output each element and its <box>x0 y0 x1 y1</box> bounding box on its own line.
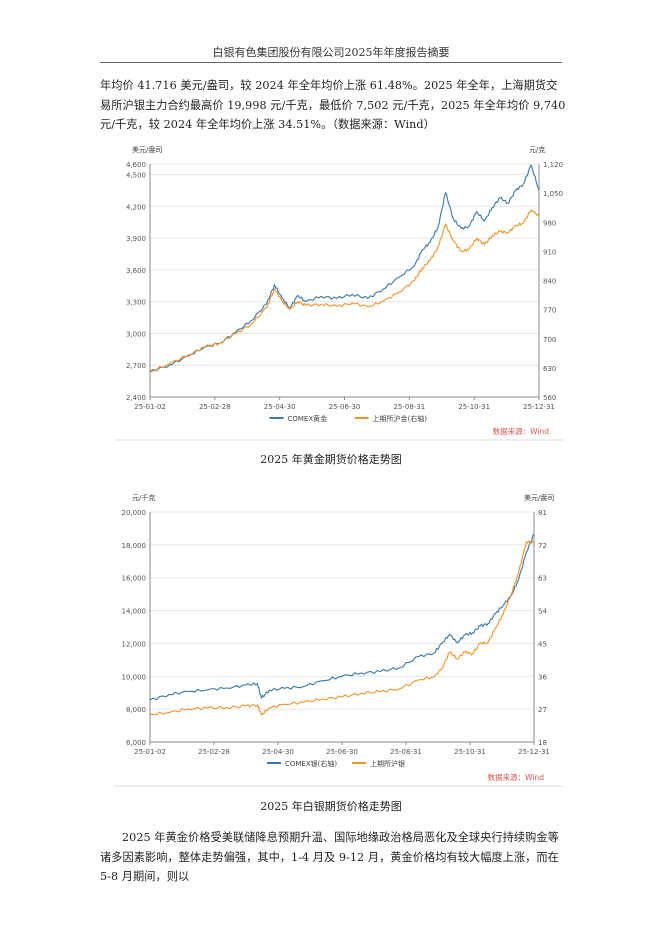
right-axis-unit: 元/克 <box>529 146 545 154</box>
left-tick-label: 6,000 <box>126 739 146 747</box>
left-tick-label: 12,000 <box>122 640 147 648</box>
right-tick-label: 1,050 <box>543 190 563 198</box>
x-tick-label: 25-06-30 <box>326 748 358 756</box>
x-tick-label: 25-08-31 <box>393 403 425 411</box>
gold-chart-caption: 2025 年黄金期货价格走势图 <box>260 453 402 466</box>
data-source-label: 数据来源：Wind <box>493 426 550 436</box>
series-line-shfe <box>149 540 535 716</box>
left-tick-label: 16,000 <box>122 575 147 583</box>
paragraph-gold-analysis: 2025 年黄金价格受美联储降息预期升温、国际地缘政治格局恶化及全球央行持续购金… <box>100 828 566 887</box>
left-tick-label: 2,400 <box>126 394 146 402</box>
x-tick-label: 25-06-30 <box>329 403 361 411</box>
report-header: 白银有色集团股份有限公司2025年年度报告摘要 <box>212 46 450 59</box>
paragraph-silver-summary: 年均价 41.716 美元/盎司，较 2024 年全年均价上涨 61.48%。2… <box>100 79 566 131</box>
right-tick-label: 770 <box>543 307 556 315</box>
right-tick-label: 980 <box>543 219 556 227</box>
legend-label: 上期所沪银 <box>370 759 405 768</box>
left-axis-unit: 美元/盎司 <box>132 145 162 154</box>
x-tick-label: 25-12-31 <box>518 748 550 756</box>
x-tick-label: 25-01-02 <box>134 748 166 756</box>
series-line-shfe <box>149 209 540 373</box>
left-axis-unit: 元/千克 <box>132 493 155 502</box>
left-tick-label: 4,600 <box>126 161 146 169</box>
right-tick-label: 45 <box>538 640 547 648</box>
legend-label: COMEX黄金 <box>288 414 328 423</box>
paragraph-gold-analysis-text: 2025 年黄金价格受美联储降息预期升温、国际地缘政治格局恶化及全球央行持续购金… <box>100 831 559 883</box>
x-tick-label: 25-10-31 <box>454 748 486 756</box>
gold-futures-chart: 4,600 4,500 4,200 3,900 3,600 3,300 3,000 2,700… <box>114 140 564 442</box>
left-tick-label: 18,000 <box>122 542 147 550</box>
right-tick-label: 840 <box>543 278 556 286</box>
right-tick-label: 910 <box>543 248 556 256</box>
left-tick-label: 20,000 <box>122 509 147 517</box>
right-tick-label: 1,120 <box>543 161 563 169</box>
x-tick-label: 25-02-28 <box>198 748 230 756</box>
silver-chart-svg: 20,000 18,000 16,000 14,000 12,000 10,000 8,00… <box>114 493 564 787</box>
legend-label: COMEX银(右轴) <box>285 759 337 768</box>
right-tick-label: 27 <box>538 706 547 714</box>
left-tick-label: 3,600 <box>126 267 146 275</box>
left-tick-label: 4,500 <box>126 172 146 180</box>
series-line-comex <box>149 164 540 373</box>
x-tick-label: 25-04-30 <box>264 403 296 411</box>
right-tick-label: 54 <box>538 608 547 616</box>
x-tick-label: 25-04-30 <box>262 748 294 756</box>
silver-chart-caption: 2025 年白银期货价格走势图 <box>260 800 402 813</box>
x-tick-label: 25-02-28 <box>199 403 231 411</box>
right-tick-label: 81 <box>538 509 547 517</box>
right-axis-unit: 美元/盎司 <box>524 493 554 502</box>
right-tick-label: 630 <box>543 365 556 373</box>
left-tick-label: 2,700 <box>126 362 146 370</box>
right-tick-label: 63 <box>538 575 547 583</box>
gold-chart-svg: 4,600 4,500 4,200 3,900 3,600 3,300 3,000 2,700… <box>114 145 564 441</box>
left-tick-label: 3,300 <box>126 299 146 307</box>
x-tick-label: 25-10-31 <box>458 403 490 411</box>
silver-futures-chart: 20,000 18,000 16,000 14,000 12,000 10,000 8,00… <box>114 490 564 790</box>
x-tick-label: 25-01-02 <box>134 403 166 411</box>
series-line-comex <box>149 533 535 701</box>
left-tick-label: 3,000 <box>126 330 146 338</box>
left-tick-label: 4,200 <box>126 203 146 211</box>
x-tick-label: 25-08-31 <box>390 748 422 756</box>
right-tick-label: 700 <box>543 336 556 344</box>
data-source-label: 数据来源：Wind <box>488 772 545 782</box>
x-tick-label: 25-12-31 <box>523 403 555 411</box>
right-tick-label: 18 <box>538 739 547 747</box>
right-tick-label: 72 <box>538 542 547 550</box>
right-tick-label: 560 <box>543 394 556 402</box>
header-divider <box>100 62 562 63</box>
left-tick-label: 3,900 <box>126 235 146 243</box>
left-tick-label: 8,000 <box>126 706 146 714</box>
legend-label: 上期所沪金(右轴) <box>373 414 428 423</box>
left-tick-label: 14,000 <box>122 608 147 616</box>
right-tick-label: 36 <box>538 673 547 681</box>
left-tick-label: 10,000 <box>122 673 147 681</box>
